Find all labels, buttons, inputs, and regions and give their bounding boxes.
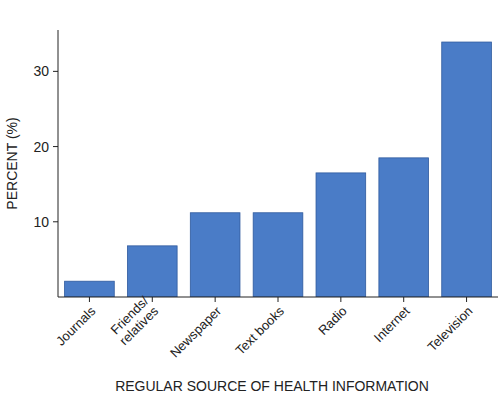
y-axis-title: PERCENT (%) <box>4 117 20 209</box>
x-tick <box>340 297 341 302</box>
x-tick-label-line: Journals <box>53 303 99 349</box>
x-tick-label-line: relatives <box>116 303 161 348</box>
bar <box>65 281 115 297</box>
x-tick-label: Television <box>425 303 476 354</box>
x-tick <box>89 297 90 302</box>
y-tick <box>53 146 58 147</box>
x-tick-label-line: Radio <box>315 303 350 338</box>
bar <box>442 42 492 297</box>
bar <box>127 246 177 297</box>
x-tick-label-line: Internet <box>371 303 413 345</box>
bar <box>253 213 303 297</box>
x-tick-label: Text books <box>232 303 287 358</box>
y-tick <box>53 221 58 222</box>
x-tick-label-line: Newspaper <box>167 303 225 361</box>
y-axis-line <box>58 30 59 297</box>
x-axis-title: REGULAR SOURCE OF HEALTH INFORMATION <box>115 378 429 394</box>
x-tick <box>466 297 467 302</box>
x-tick-label-line: Television <box>425 303 476 354</box>
x-tick <box>403 297 404 302</box>
y-tick <box>53 71 58 72</box>
x-tick-label: Friends/relatives <box>106 293 161 348</box>
x-tick-label: Internet <box>371 303 413 345</box>
x-tick-label: Journals <box>53 303 99 349</box>
y-tick-label: 10 <box>33 214 49 230</box>
bar <box>316 173 366 297</box>
x-tick-label: Radio <box>315 303 350 338</box>
x-tick <box>152 297 153 302</box>
bar <box>379 158 429 297</box>
x-tick <box>278 297 279 302</box>
chart-svg: 10 20 30 JournalsFriends/relativesNewspaper… <box>0 0 500 400</box>
x-tick <box>215 297 216 302</box>
x-tick-label-line: Text books <box>232 303 287 358</box>
y-tick-label: 30 <box>33 63 49 79</box>
x-tick-label: Newspaper <box>167 303 225 361</box>
chart-container: 10 20 30 JournalsFriends/relativesNewspaper… <box>0 0 500 400</box>
bar <box>190 213 240 297</box>
y-tick-label: 20 <box>33 139 49 155</box>
bars <box>65 42 492 297</box>
